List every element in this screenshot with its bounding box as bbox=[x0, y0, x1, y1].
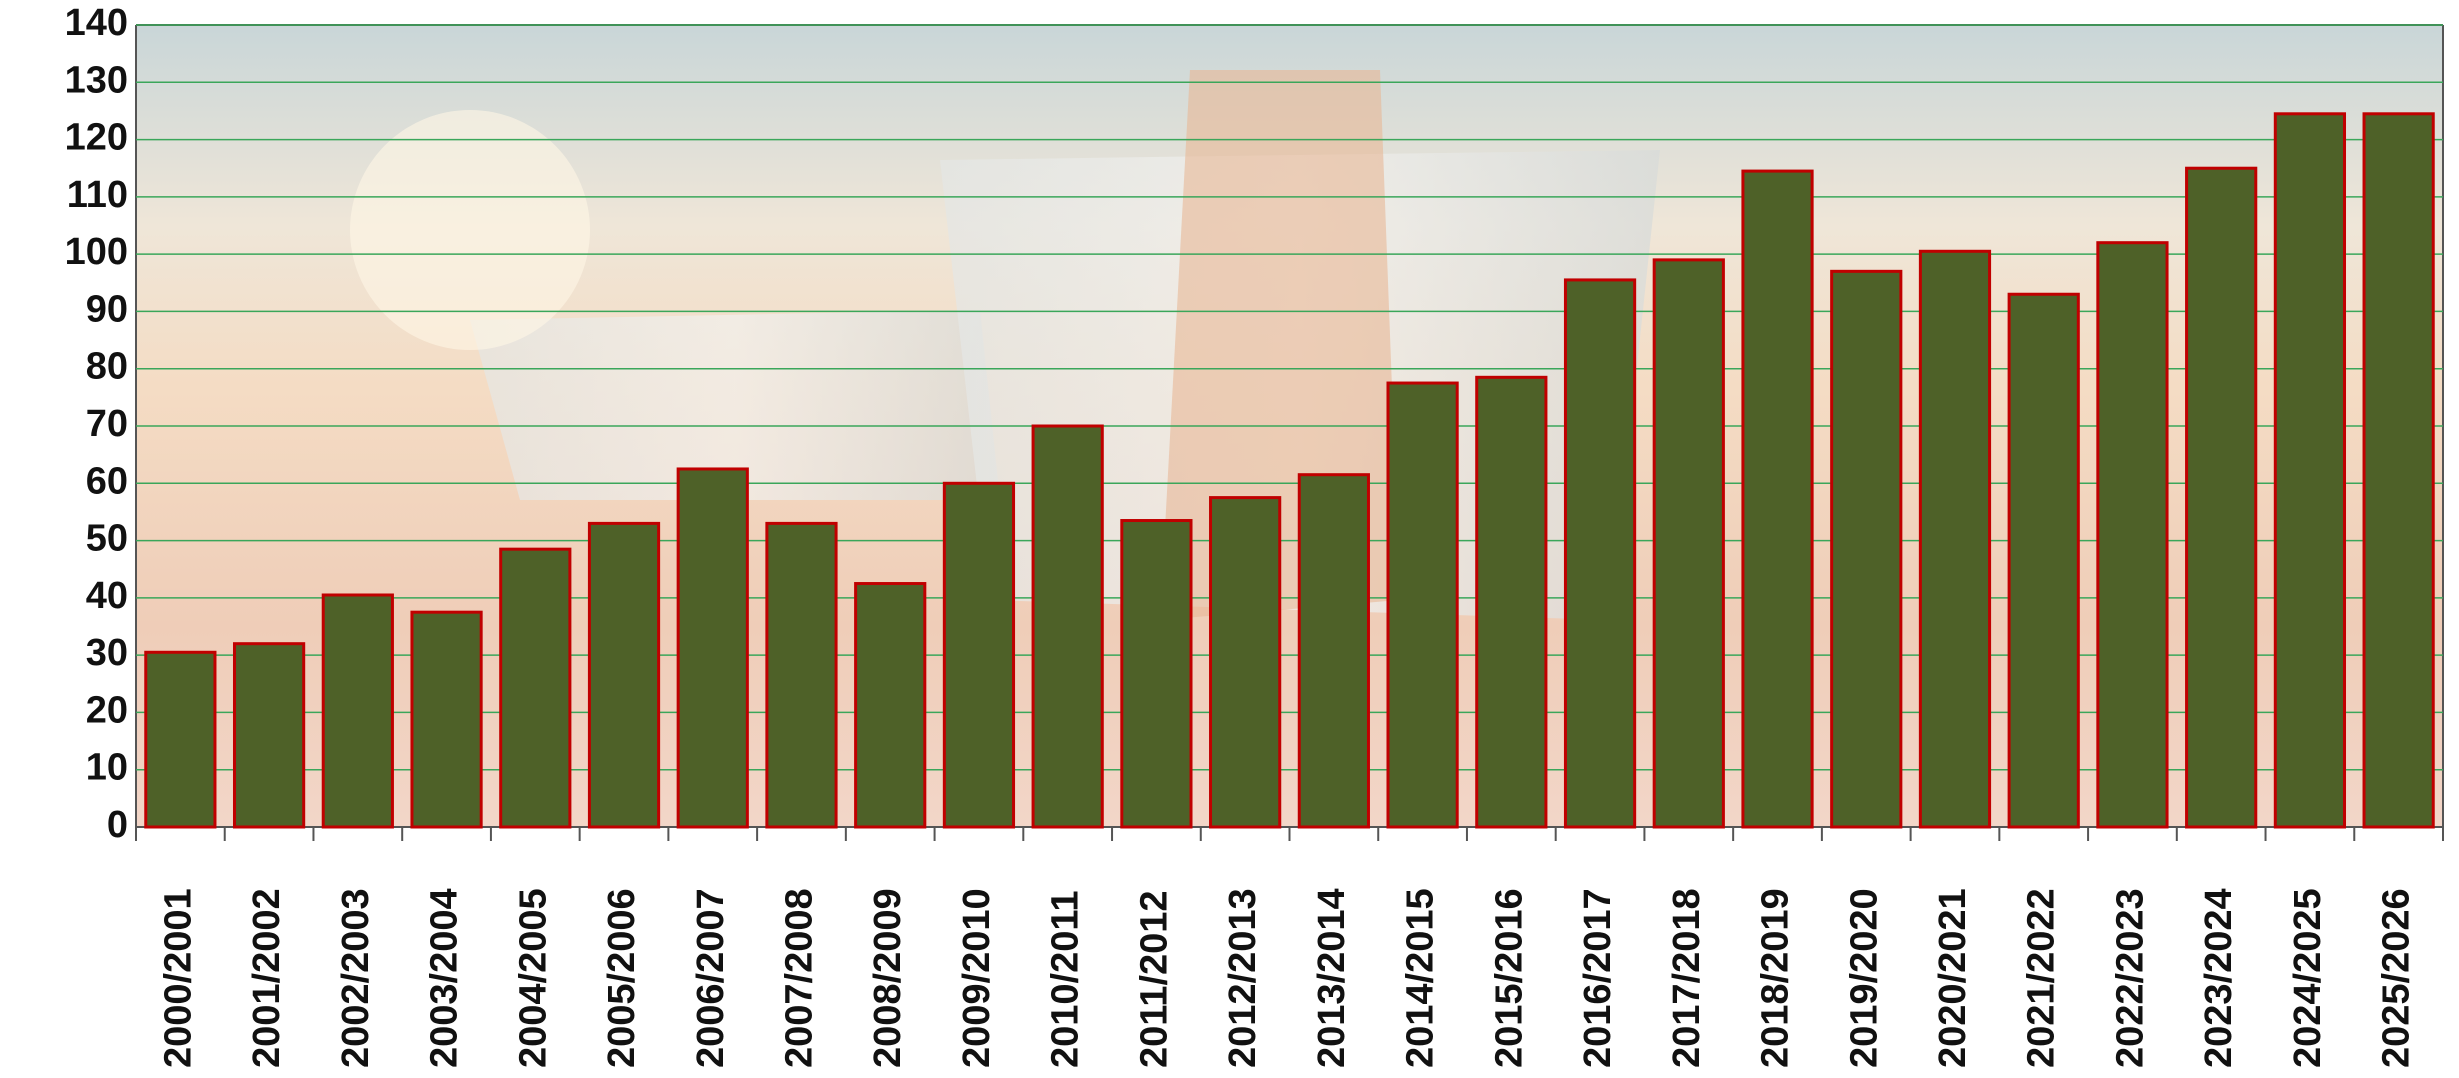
y-tick-label: 60 bbox=[86, 460, 128, 502]
x-tick-label: 2001/2002 bbox=[246, 888, 288, 1068]
y-tick-label: 50 bbox=[86, 518, 128, 560]
y-tick-label: 0 bbox=[107, 804, 128, 846]
x-tick-label: 2004/2005 bbox=[512, 888, 554, 1068]
x-tick-label: 2018/2019 bbox=[1755, 888, 1797, 1068]
bar bbox=[1031, 424, 1104, 829]
x-tick-label: 2014/2015 bbox=[1400, 888, 1442, 1068]
x-tick-label: 2005/2006 bbox=[601, 888, 643, 1068]
y-tick-label: 110 bbox=[67, 174, 128, 216]
x-tick-label: 2000/2001 bbox=[157, 888, 199, 1068]
x-tick-label: 2012/2013 bbox=[1222, 888, 1264, 1068]
bar bbox=[1563, 278, 1637, 829]
y-tick-label: 10 bbox=[86, 747, 128, 789]
bar bbox=[321, 593, 394, 829]
x-tick-label: 2006/2007 bbox=[690, 888, 732, 1068]
x-tick-label: 2002/2003 bbox=[335, 888, 377, 1068]
x-tick-label: 2016/2017 bbox=[1577, 888, 1619, 1068]
bar bbox=[765, 521, 838, 829]
bar bbox=[499, 547, 572, 829]
x-tick-label: 2022/2023 bbox=[2109, 888, 2151, 1068]
y-tick-label: 20 bbox=[86, 689, 128, 731]
bar bbox=[2273, 112, 2347, 829]
x-tick-label: 2007/2008 bbox=[779, 888, 821, 1068]
x-tick-label: 2019/2020 bbox=[1843, 888, 1885, 1068]
bar bbox=[1386, 381, 1459, 829]
bar bbox=[1209, 496, 1282, 829]
x-tick-label: 2023/2024 bbox=[2198, 888, 2240, 1068]
x-tick-label: 2024/2025 bbox=[2287, 888, 2329, 1068]
y-tick-label: 120 bbox=[65, 117, 128, 159]
x-tick-label: 2017/2018 bbox=[1666, 888, 1708, 1068]
bar bbox=[1297, 473, 1370, 829]
y-tick-label: 30 bbox=[86, 632, 128, 674]
bar bbox=[2362, 112, 2435, 829]
x-tick-label: 2021/2022 bbox=[2021, 888, 2063, 1068]
x-tick-label: 2009/2010 bbox=[956, 888, 998, 1068]
x-tick-label: 2003/2004 bbox=[424, 888, 466, 1068]
x-tick-label: 2013/2014 bbox=[1311, 888, 1353, 1068]
y-tick-label: 130 bbox=[65, 59, 128, 101]
y-tick-label: 140 bbox=[65, 2, 128, 44]
x-tick-label: 2011/2012 bbox=[1133, 890, 1175, 1068]
bar bbox=[1741, 169, 1814, 829]
y-tick-label: 40 bbox=[86, 575, 128, 617]
bar bbox=[854, 582, 927, 829]
bar bbox=[587, 521, 661, 829]
x-tick-label: 2008/2009 bbox=[867, 888, 909, 1068]
bar bbox=[144, 650, 217, 829]
bar bbox=[1830, 269, 1903, 829]
bar bbox=[2096, 241, 2169, 829]
y-tick-label: 70 bbox=[86, 403, 128, 445]
bar bbox=[410, 610, 483, 829]
x-tick-label: 2025/2026 bbox=[2376, 888, 2418, 1068]
bar bbox=[676, 467, 749, 829]
bar bbox=[1475, 375, 1548, 829]
x-tick-label: 2015/2016 bbox=[1488, 888, 1530, 1068]
bar bbox=[942, 481, 1016, 829]
bar bbox=[232, 642, 306, 829]
bar bbox=[2007, 292, 2080, 829]
bar bbox=[1918, 249, 1992, 829]
y-tick-label: 90 bbox=[86, 288, 128, 330]
bar bbox=[1120, 519, 1193, 829]
y-tick-label: 100 bbox=[65, 231, 128, 273]
bar bbox=[2185, 166, 2258, 829]
bar bbox=[1652, 258, 1725, 829]
x-tick-label: 2010/2011 bbox=[1045, 890, 1087, 1068]
x-tick-label: 2020/2021 bbox=[1932, 888, 1974, 1068]
y-tick-label: 80 bbox=[86, 346, 128, 388]
